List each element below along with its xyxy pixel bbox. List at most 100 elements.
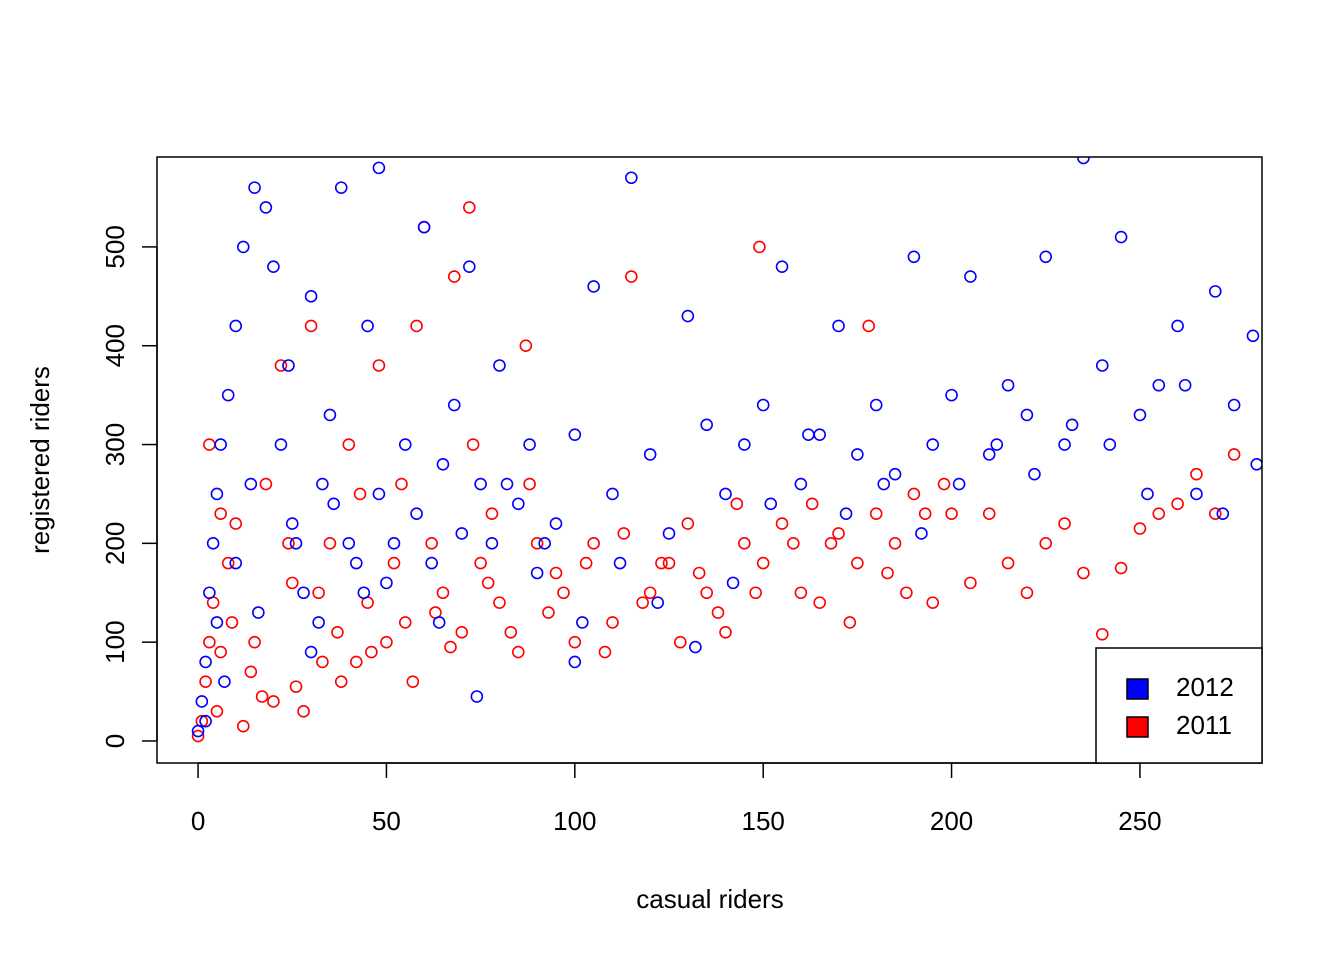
point — [361, 319, 374, 333]
point — [493, 359, 506, 372]
point — [1028, 467, 1041, 481]
point — [613, 556, 627, 570]
point — [312, 616, 325, 629]
point — [568, 655, 582, 669]
y-tick-label: 100 — [100, 620, 130, 663]
point — [274, 438, 288, 451]
point — [869, 398, 883, 412]
point — [1065, 418, 1079, 432]
y-axis-label: registered riders — [25, 366, 55, 554]
point — [380, 635, 393, 649]
point — [523, 477, 536, 491]
point — [719, 625, 732, 639]
point — [214, 507, 227, 521]
legend-swatch — [1126, 678, 1149, 700]
point — [334, 181, 348, 194]
point — [334, 675, 348, 688]
point — [711, 606, 725, 619]
x-tick-label: 100 — [553, 806, 596, 836]
point — [945, 388, 958, 402]
y-tick-label: 200 — [100, 522, 130, 565]
point — [252, 606, 265, 619]
point — [485, 507, 499, 521]
point — [813, 428, 826, 441]
y-tick-label: 300 — [100, 423, 130, 466]
point — [1208, 285, 1222, 298]
point — [425, 537, 438, 550]
point — [542, 606, 555, 619]
point — [229, 517, 243, 530]
point — [353, 487, 367, 501]
point — [579, 556, 593, 570]
point — [493, 596, 506, 609]
point — [982, 507, 996, 521]
legend-box — [1095, 647, 1263, 764]
point — [304, 645, 318, 659]
point — [470, 690, 484, 703]
point — [1216, 507, 1230, 521]
point — [655, 556, 668, 570]
point — [662, 527, 676, 540]
point — [282, 537, 295, 550]
point — [1250, 457, 1262, 471]
point — [519, 339, 533, 353]
point — [285, 576, 299, 590]
point — [316, 477, 329, 491]
point — [323, 537, 337, 550]
point — [225, 616, 239, 629]
point — [236, 240, 250, 254]
point — [259, 201, 273, 214]
point — [738, 537, 751, 550]
point — [221, 556, 235, 570]
point — [689, 640, 702, 654]
point — [199, 675, 212, 688]
point — [862, 319, 875, 333]
point — [530, 566, 544, 580]
point — [587, 537, 600, 550]
point — [907, 250, 921, 264]
point — [398, 616, 412, 629]
point — [365, 645, 378, 659]
point — [1095, 627, 1109, 641]
point — [289, 537, 303, 550]
point — [1039, 537, 1053, 550]
point — [210, 616, 224, 629]
x-tick-label: 250 — [1118, 806, 1161, 836]
point — [406, 675, 420, 688]
point — [417, 220, 431, 234]
point — [636, 596, 649, 609]
point — [952, 477, 966, 491]
point — [1095, 359, 1109, 372]
point — [651, 596, 664, 609]
point — [907, 487, 921, 501]
point — [372, 487, 386, 501]
point — [289, 680, 303, 693]
point — [474, 477, 487, 491]
point — [700, 418, 713, 432]
point — [606, 487, 619, 501]
point — [587, 280, 600, 293]
point — [214, 645, 227, 659]
point — [191, 729, 205, 743]
point — [1190, 467, 1203, 481]
point — [342, 537, 356, 550]
point — [692, 566, 706, 580]
point — [248, 635, 261, 649]
point — [455, 625, 469, 639]
point — [512, 645, 525, 659]
legend-label: 2011 — [1176, 710, 1232, 740]
point — [1171, 497, 1184, 511]
point — [1152, 507, 1166, 521]
point — [244, 665, 258, 679]
point — [410, 507, 423, 521]
point — [500, 477, 514, 491]
point — [312, 586, 325, 600]
point — [203, 438, 216, 451]
point — [285, 517, 299, 530]
point — [267, 260, 280, 273]
point — [372, 161, 386, 175]
point — [900, 586, 913, 600]
point — [1077, 157, 1090, 165]
